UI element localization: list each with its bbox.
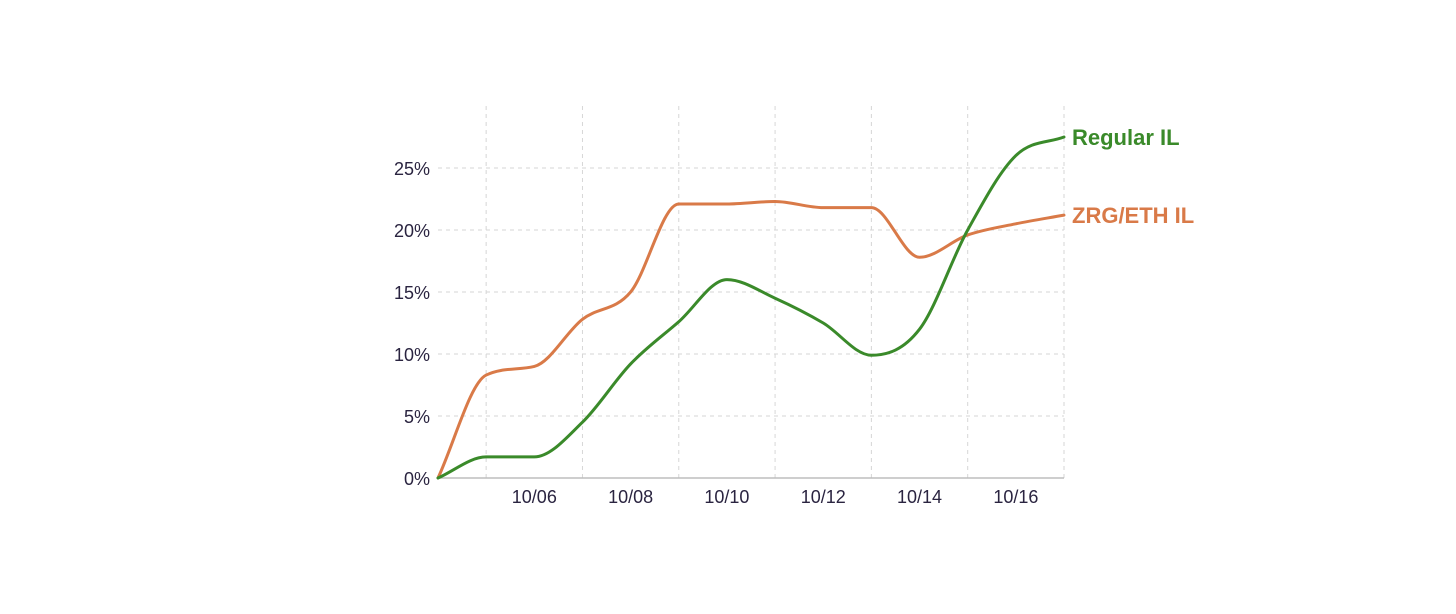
- y-tick-label: 15%: [394, 283, 430, 303]
- y-tick-label: 20%: [394, 221, 430, 241]
- series-end-labels: Regular IL ZRG/ETH IL: [1072, 125, 1194, 228]
- y-axis-tick-labels: 0% 5% 10% 15% 20% 25%: [394, 159, 430, 489]
- x-tick-label: 10/14: [897, 487, 942, 507]
- series-line-zrg-eth-il: [436, 199, 1066, 480]
- series-label-zrg-eth-il: ZRG/ETH IL: [1072, 203, 1194, 228]
- series-label-regular-il: Regular IL: [1072, 125, 1180, 150]
- y-tick-label: 0%: [404, 469, 430, 489]
- x-tick-label: 10/12: [801, 487, 846, 507]
- y-tick-label: 10%: [394, 345, 430, 365]
- x-axis-tick-labels: 10/06 10/08 10/10 10/12 10/14 10/16: [512, 487, 1039, 507]
- series-lines: [436, 135, 1066, 480]
- grid-lines: [438, 106, 1065, 478]
- y-tick-label: 25%: [394, 159, 430, 179]
- x-tick-label: 10/16: [993, 487, 1038, 507]
- x-tick-label: 10/08: [608, 487, 653, 507]
- series-line-regular-il: [436, 135, 1066, 480]
- y-tick-label: 5%: [404, 407, 430, 427]
- x-tick-label: 10/06: [512, 487, 557, 507]
- x-tick-label: 10/10: [704, 487, 749, 507]
